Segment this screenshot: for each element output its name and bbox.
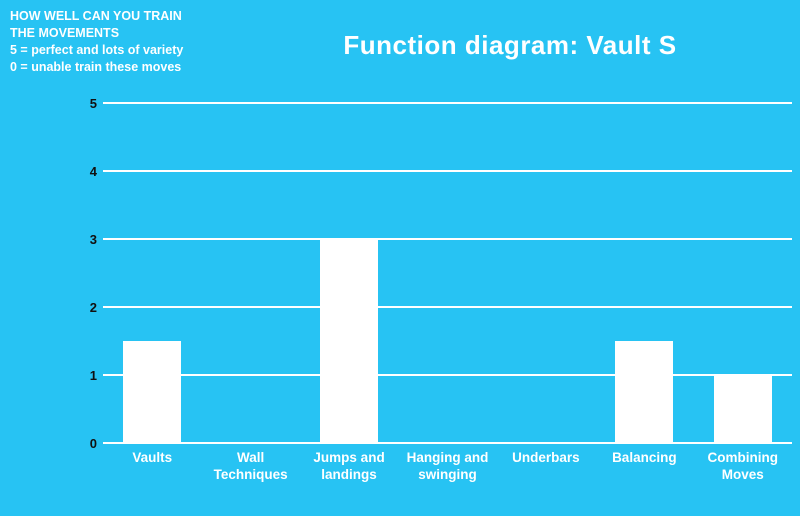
gridline: [103, 306, 792, 308]
x-axis-label: Wall Techniques: [213, 450, 288, 482]
x-axis-label: Balancing: [612, 450, 677, 465]
bar-column: [595, 103, 693, 443]
x-axis-label: Vaults: [132, 450, 173, 465]
bar-column: [103, 103, 201, 443]
x-axis-labels: Vaults Wall Techniques Jumps and landings H…: [103, 449, 792, 483]
y-axis-tick: 1: [89, 368, 97, 383]
gridline: [103, 374, 792, 376]
bar-column: [201, 103, 299, 443]
gridline: [103, 442, 792, 444]
bar-columns: [103, 103, 792, 443]
plot-area: 0 1 2 3 4 5: [90, 96, 792, 451]
y-axis-tick: 4: [89, 164, 97, 179]
gridline: [103, 170, 792, 172]
bar-column: [398, 103, 496, 443]
x-axis-label: Jumps and landings: [313, 450, 385, 482]
annotation-line: 0 = unable train these moves: [10, 60, 182, 74]
chart-annotation: HOW WELL CAN YOU TRAIN THE MOVEMENTS 5 =…: [10, 8, 240, 76]
y-axis-tick: 5: [89, 96, 97, 111]
bar: [713, 375, 772, 443]
bar: [123, 341, 182, 443]
x-axis-label: Combining Moves: [707, 450, 778, 482]
y-axis-tick: 2: [89, 300, 97, 315]
bar: [320, 239, 379, 443]
y-axis-tick: 0: [89, 436, 97, 451]
annotation-line: 5 = perfect and lots of variety: [10, 43, 184, 57]
x-axis-label: Hanging and swinging: [406, 450, 489, 482]
bar: [615, 341, 674, 443]
chart-title: Function diagram: Vault S: [343, 30, 677, 60]
annotation-line: THE MOVEMENTS: [10, 26, 120, 40]
gridline: [103, 238, 792, 240]
annotation-line: HOW WELL CAN YOU TRAIN: [10, 9, 182, 23]
bar-column: [497, 103, 595, 443]
gridline: [103, 102, 792, 104]
x-axis-label: Underbars: [512, 450, 580, 465]
bar-column: [300, 103, 398, 443]
bar-column: [694, 103, 792, 443]
y-axis-tick: 3: [89, 232, 97, 247]
